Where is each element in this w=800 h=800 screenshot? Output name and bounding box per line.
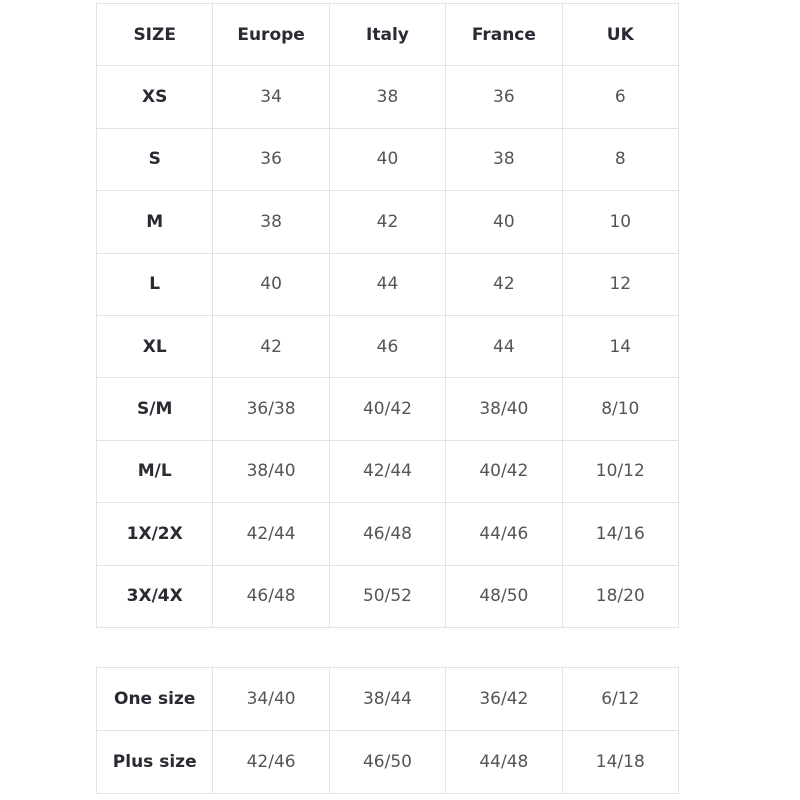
size-value-cell: 40 xyxy=(445,190,563,254)
size-label-cell: Plus size xyxy=(95,729,214,794)
table-row: S/M 36/38 40/42 38/40 8/10 xyxy=(95,377,680,441)
size-value-cell: 36 xyxy=(445,65,563,129)
size-value-cell: 38/40 xyxy=(445,377,563,441)
table-row: 3X/4X 46/48 50/52 48/50 18/20 xyxy=(95,564,680,628)
size-value-cell: 10 xyxy=(561,190,680,254)
size-value-cell: 40 xyxy=(328,127,447,192)
table-row: One size 34/40 38/44 36/42 6/12 xyxy=(95,667,680,731)
size-value-cell: 40/42 xyxy=(328,377,447,441)
size-value-cell: 18/20 xyxy=(561,564,680,628)
size-label-cell: L xyxy=(95,252,214,316)
column-header: Italy xyxy=(328,2,447,67)
size-value-cell: 42/44 xyxy=(328,439,447,504)
size-label-cell: M xyxy=(95,190,214,254)
size-value-cell: 44/46 xyxy=(445,502,563,566)
size-label-cell: XS xyxy=(95,65,214,129)
size-value-cell: 10/12 xyxy=(561,439,680,504)
size-value-cell: 38 xyxy=(212,190,330,254)
table-row: M/L 38/40 42/44 40/42 10/12 xyxy=(95,439,680,504)
table-row: XL 42 46 44 14 xyxy=(95,314,680,379)
column-header: France xyxy=(445,2,563,67)
size-label-cell: XL xyxy=(95,314,214,379)
table-row: L 40 44 42 12 xyxy=(95,252,680,316)
size-chart-table: SIZE Europe Italy France UK XS 34 38 36 6 S 36 40 38 8… xyxy=(95,2,680,628)
size-value-cell: 34 xyxy=(212,65,330,129)
size-value-cell: 42 xyxy=(212,314,330,379)
size-value-cell: 42/44 xyxy=(212,502,330,566)
size-label-cell: 1X/2X xyxy=(95,502,214,566)
size-value-cell: 44 xyxy=(328,252,447,316)
table-row: M 38 42 40 10 xyxy=(95,190,680,254)
size-value-cell: 36/38 xyxy=(212,377,330,441)
size-label-cell: One size xyxy=(95,667,214,731)
table-row: XS 34 38 36 6 xyxy=(95,65,680,129)
table-row: S 36 40 38 8 xyxy=(95,127,680,192)
size-value-cell: 14/16 xyxy=(561,502,680,566)
size-value-cell: 42/46 xyxy=(212,729,330,794)
size-value-cell: 6/12 xyxy=(561,667,680,731)
size-value-cell: 44 xyxy=(445,314,563,379)
size-value-cell: 38 xyxy=(445,127,563,192)
size-value-cell: 46/48 xyxy=(212,564,330,628)
size-value-cell: 42 xyxy=(328,190,447,254)
header-row: SIZE Europe Italy France UK xyxy=(95,2,680,67)
size-value-cell: 44/48 xyxy=(445,729,563,794)
column-header: SIZE xyxy=(95,2,214,67)
size-value-cell: 46/48 xyxy=(328,502,447,566)
size-value-cell: 50/52 xyxy=(328,564,447,628)
size-value-cell: 46 xyxy=(328,314,447,379)
size-label-cell: M/L xyxy=(95,439,214,504)
size-value-cell: 36 xyxy=(212,127,330,192)
column-header: UK xyxy=(561,2,680,67)
table-row: Plus size 42/46 46/50 44/48 14/18 xyxy=(95,729,680,794)
size-value-cell: 42 xyxy=(445,252,563,316)
size-value-cell: 8/10 xyxy=(561,377,680,441)
size-label-cell: 3X/4X xyxy=(95,564,214,628)
size-value-cell: 38 xyxy=(328,65,447,129)
size-value-cell: 46/50 xyxy=(328,729,447,794)
size-value-cell: 34/40 xyxy=(212,667,330,731)
size-label-cell: S/M xyxy=(95,377,214,441)
size-label-cell: S xyxy=(95,127,214,192)
table-row: 1X/2X 42/44 46/48 44/46 14/16 xyxy=(95,502,680,566)
size-value-cell: 48/50 xyxy=(445,564,563,628)
extra-size-table: One size 34/40 38/44 36/42 6/12 Plus size 42/4… xyxy=(95,667,680,794)
column-header: Europe xyxy=(212,2,330,67)
size-value-cell: 40 xyxy=(212,252,330,316)
size-value-cell: 12 xyxy=(561,252,680,316)
size-value-cell: 6 xyxy=(561,65,680,129)
size-value-cell: 38/44 xyxy=(328,667,447,731)
size-value-cell: 38/40 xyxy=(212,439,330,504)
size-value-cell: 40/42 xyxy=(445,439,563,504)
size-value-cell: 8 xyxy=(561,127,680,192)
size-value-cell: 14 xyxy=(561,314,680,379)
size-value-cell: 36/42 xyxy=(445,667,563,731)
size-value-cell: 14/18 xyxy=(561,729,680,794)
